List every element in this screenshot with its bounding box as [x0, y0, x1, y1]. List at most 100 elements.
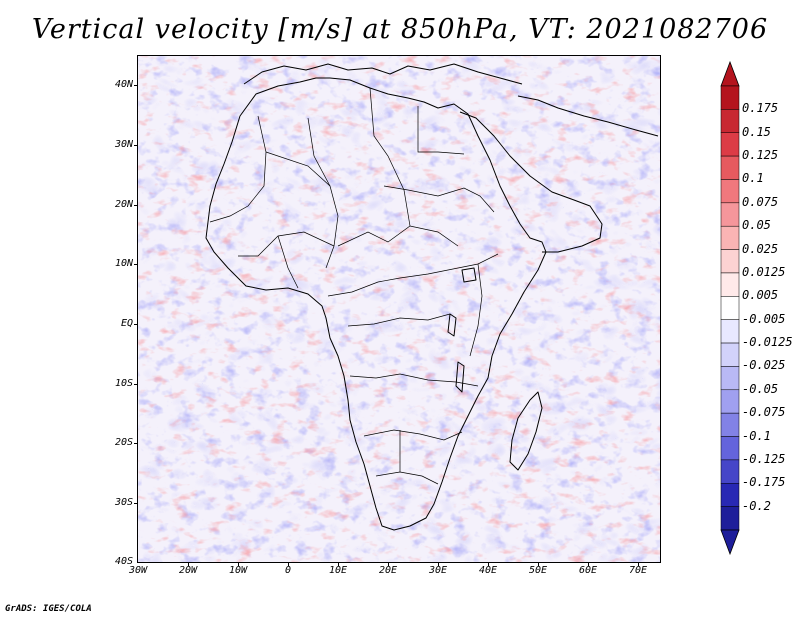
colorbar-box: [720, 109, 740, 133]
colorbar-top-arrow: [720, 60, 740, 87]
colorbar-box: [720, 225, 740, 250]
map-title: Vertical velocity [m/s] at 850hPa, VT: 2…: [31, 14, 769, 45]
border-equator: [327, 253, 499, 297]
lat-tick-label: 10N: [114, 258, 133, 269]
border-sahel: [238, 231, 335, 257]
lat-tick-label: 30S: [114, 497, 133, 508]
lon-tick-label: 20E: [378, 565, 398, 576]
colorbar-tick-label: 0.125: [742, 148, 779, 163]
colorbar-tick-label: 0.0125: [742, 264, 786, 279]
colorbar-tick-label: -0.005: [742, 311, 786, 326]
europe-coastline: [243, 63, 523, 85]
border-botswana: [363, 429, 463, 441]
lon-tick-label: 40E: [478, 565, 498, 576]
colorbar-tick-label: -0.0125: [742, 335, 793, 350]
colorbar-tick-label: 0.05: [742, 218, 771, 233]
colorbar-tick-label: 0.005: [742, 288, 779, 303]
lon-tick-label: 0: [284, 565, 292, 576]
africa-coastline: [205, 77, 547, 531]
colorbar-tick-label: -0.2: [742, 498, 771, 513]
madagascar-coastline: [509, 391, 543, 471]
colorbar-box: [720, 366, 740, 391]
colorbar-box: [720, 483, 740, 507]
lat-tick-label: 40S: [114, 556, 133, 567]
lon-tick: [438, 562, 439, 566]
lat-tick: [134, 324, 138, 325]
border-east-africa: [469, 263, 483, 357]
border-west-sahara: [209, 115, 267, 223]
lat-tick-label: 10S: [114, 378, 133, 389]
velocity-field-map: [138, 56, 660, 562]
footer-credit: GrADS: IGES/COLA: [5, 604, 92, 614]
border-angola-zambia: [349, 373, 479, 387]
colorbar: [720, 60, 740, 556]
colorbar-tick-label: 0.1: [742, 171, 764, 186]
colorbar-box: [720, 296, 740, 320]
colorbar-box: [720, 506, 740, 531]
border-south-africa: [375, 471, 439, 485]
lon-tick: [188, 562, 189, 566]
colorbar-tick-label: -0.025: [742, 358, 786, 373]
border-congo: [347, 313, 451, 327]
border-sudan: [383, 185, 495, 213]
lake-malawi: [455, 361, 465, 393]
border-algeria-libya: [307, 117, 331, 187]
lon-tick-label: 30E: [428, 565, 448, 576]
lat-tick: [134, 264, 138, 265]
colorbar-box: [720, 342, 740, 367]
colorbar-box: [720, 179, 740, 204]
lat-tick: [134, 205, 138, 206]
lat-tick: [134, 145, 138, 146]
lat-tick: [134, 443, 138, 444]
lon-tick: [238, 562, 239, 566]
lon-tick-label: 70E: [628, 565, 648, 576]
lat-tick: [134, 384, 138, 385]
lat-tick-label: 30N: [114, 139, 133, 150]
lon-tick-label: 20W: [178, 565, 198, 576]
lat-tick-label: EQ: [120, 318, 133, 329]
lon-tick-label: 60E: [578, 565, 598, 576]
lon-tick: [388, 562, 389, 566]
colorbar-box: [720, 85, 740, 110]
colorbar-box: [720, 389, 740, 414]
country-borders: [209, 87, 499, 485]
lake-victoria: [461, 267, 477, 283]
colorbar-box: [720, 412, 740, 437]
border-mali-niger: [265, 151, 339, 269]
lon-tick: [338, 562, 339, 566]
lat-tick-label: 20S: [114, 437, 133, 448]
middle-east-coastline: [517, 95, 659, 137]
coastlines: [205, 63, 659, 531]
colorbar-tick-label: 0.15: [742, 124, 771, 139]
border-west-africa: [277, 235, 299, 289]
lon-tick: [488, 562, 489, 566]
colorbar-box: [720, 459, 740, 484]
colorbar-box: [720, 436, 740, 461]
lat-tick: [134, 85, 138, 86]
colorbar-bottom-arrow: [720, 529, 740, 556]
lat-tick-label: 40N: [114, 79, 133, 90]
rising-motion-layer: [138, 56, 660, 562]
lon-tick: [288, 562, 289, 566]
lon-tick-label: 30W: [128, 565, 148, 576]
colorbar-box: [720, 272, 740, 297]
lon-tick: [538, 562, 539, 566]
lat-tick-label: 20N: [114, 199, 133, 210]
lon-tick: [638, 562, 639, 566]
lon-tick-label: 10E: [328, 565, 348, 576]
colorbar-tick-label: 0.075: [742, 194, 779, 209]
border-central: [337, 225, 459, 247]
lake-tanganyika: [447, 313, 457, 337]
lon-tick: [588, 562, 589, 566]
colorbar-tick-label: 0.175: [742, 101, 779, 116]
lat-tick: [134, 503, 138, 504]
colorbar-tick-label: 0.025: [742, 241, 779, 256]
colorbar-tick-label: -0.125: [742, 451, 786, 466]
border-libya-chad: [369, 87, 411, 227]
colorbar-box: [720, 132, 740, 157]
lon-tick-label: 10W: [228, 565, 248, 576]
colorbar-tick-label: -0.175: [742, 475, 786, 490]
colorbar-tick-label: -0.075: [742, 405, 786, 420]
colorbar-box: [720, 202, 740, 227]
colorbar-tick-label: -0.1: [742, 428, 771, 443]
